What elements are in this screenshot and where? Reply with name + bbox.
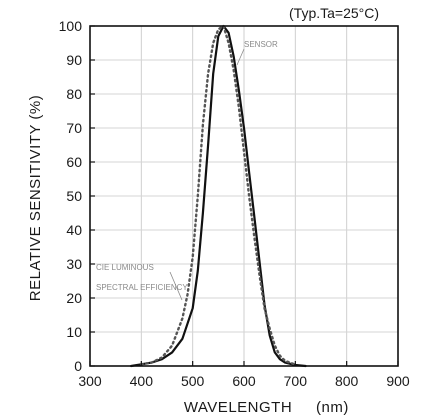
x-tick-label: 300: [78, 373, 102, 389]
x-tick-label: 500: [181, 373, 205, 389]
y-tick-label: 50: [66, 188, 82, 204]
series-layer: [130, 24, 307, 368]
annotation-cie-line1: CIE LUMINOUS: [96, 263, 154, 272]
y-tick-label: 0: [74, 358, 82, 374]
y-tick-label: 70: [66, 120, 82, 136]
x-tick-label: 700: [284, 373, 308, 389]
x-tick-label: 400: [130, 373, 154, 389]
annotations: SENSOR CIE LUMINOUS SPECTRAL EFFICIENCY: [96, 40, 278, 301]
y-tick-label: 100: [59, 18, 83, 34]
x-tick-label: 600: [232, 373, 256, 389]
series-line-cie: [140, 24, 297, 366]
x-ticks: 300 400 500 600 700 800 900: [78, 361, 410, 389]
y-tick-label: 30: [66, 256, 82, 272]
x-tick-label: 900: [386, 373, 410, 389]
y-tick-label: 80: [66, 86, 82, 102]
y-tick-label: 10: [66, 324, 82, 340]
x-tick-label: 800: [335, 373, 359, 389]
y-axis-title: RELATIVE SENSITIVITY (%): [27, 95, 44, 302]
y-tick-label: 60: [66, 154, 82, 170]
x-axis-title: WAVELENGTH: [184, 399, 292, 416]
y-tick-label: 40: [66, 222, 82, 238]
grid: [90, 26, 398, 366]
annotation-sensor: SENSOR: [244, 40, 278, 49]
annotation-leader: [169, 271, 183, 301]
annotation-leader: [236, 48, 245, 66]
annotation-cie-line2: SPECTRAL EFFICIENCY: [96, 283, 188, 292]
x-axis-unit: (nm): [316, 399, 349, 416]
series-line-sensor: [130, 24, 307, 368]
condition-note: (Typ.Ta=25°C): [289, 5, 379, 21]
y-tick-label: 90: [66, 52, 82, 68]
y-ticks: 0 10 20 30 40 50 60 70 80 90 100: [59, 18, 95, 374]
y-tick-label: 20: [66, 290, 82, 306]
